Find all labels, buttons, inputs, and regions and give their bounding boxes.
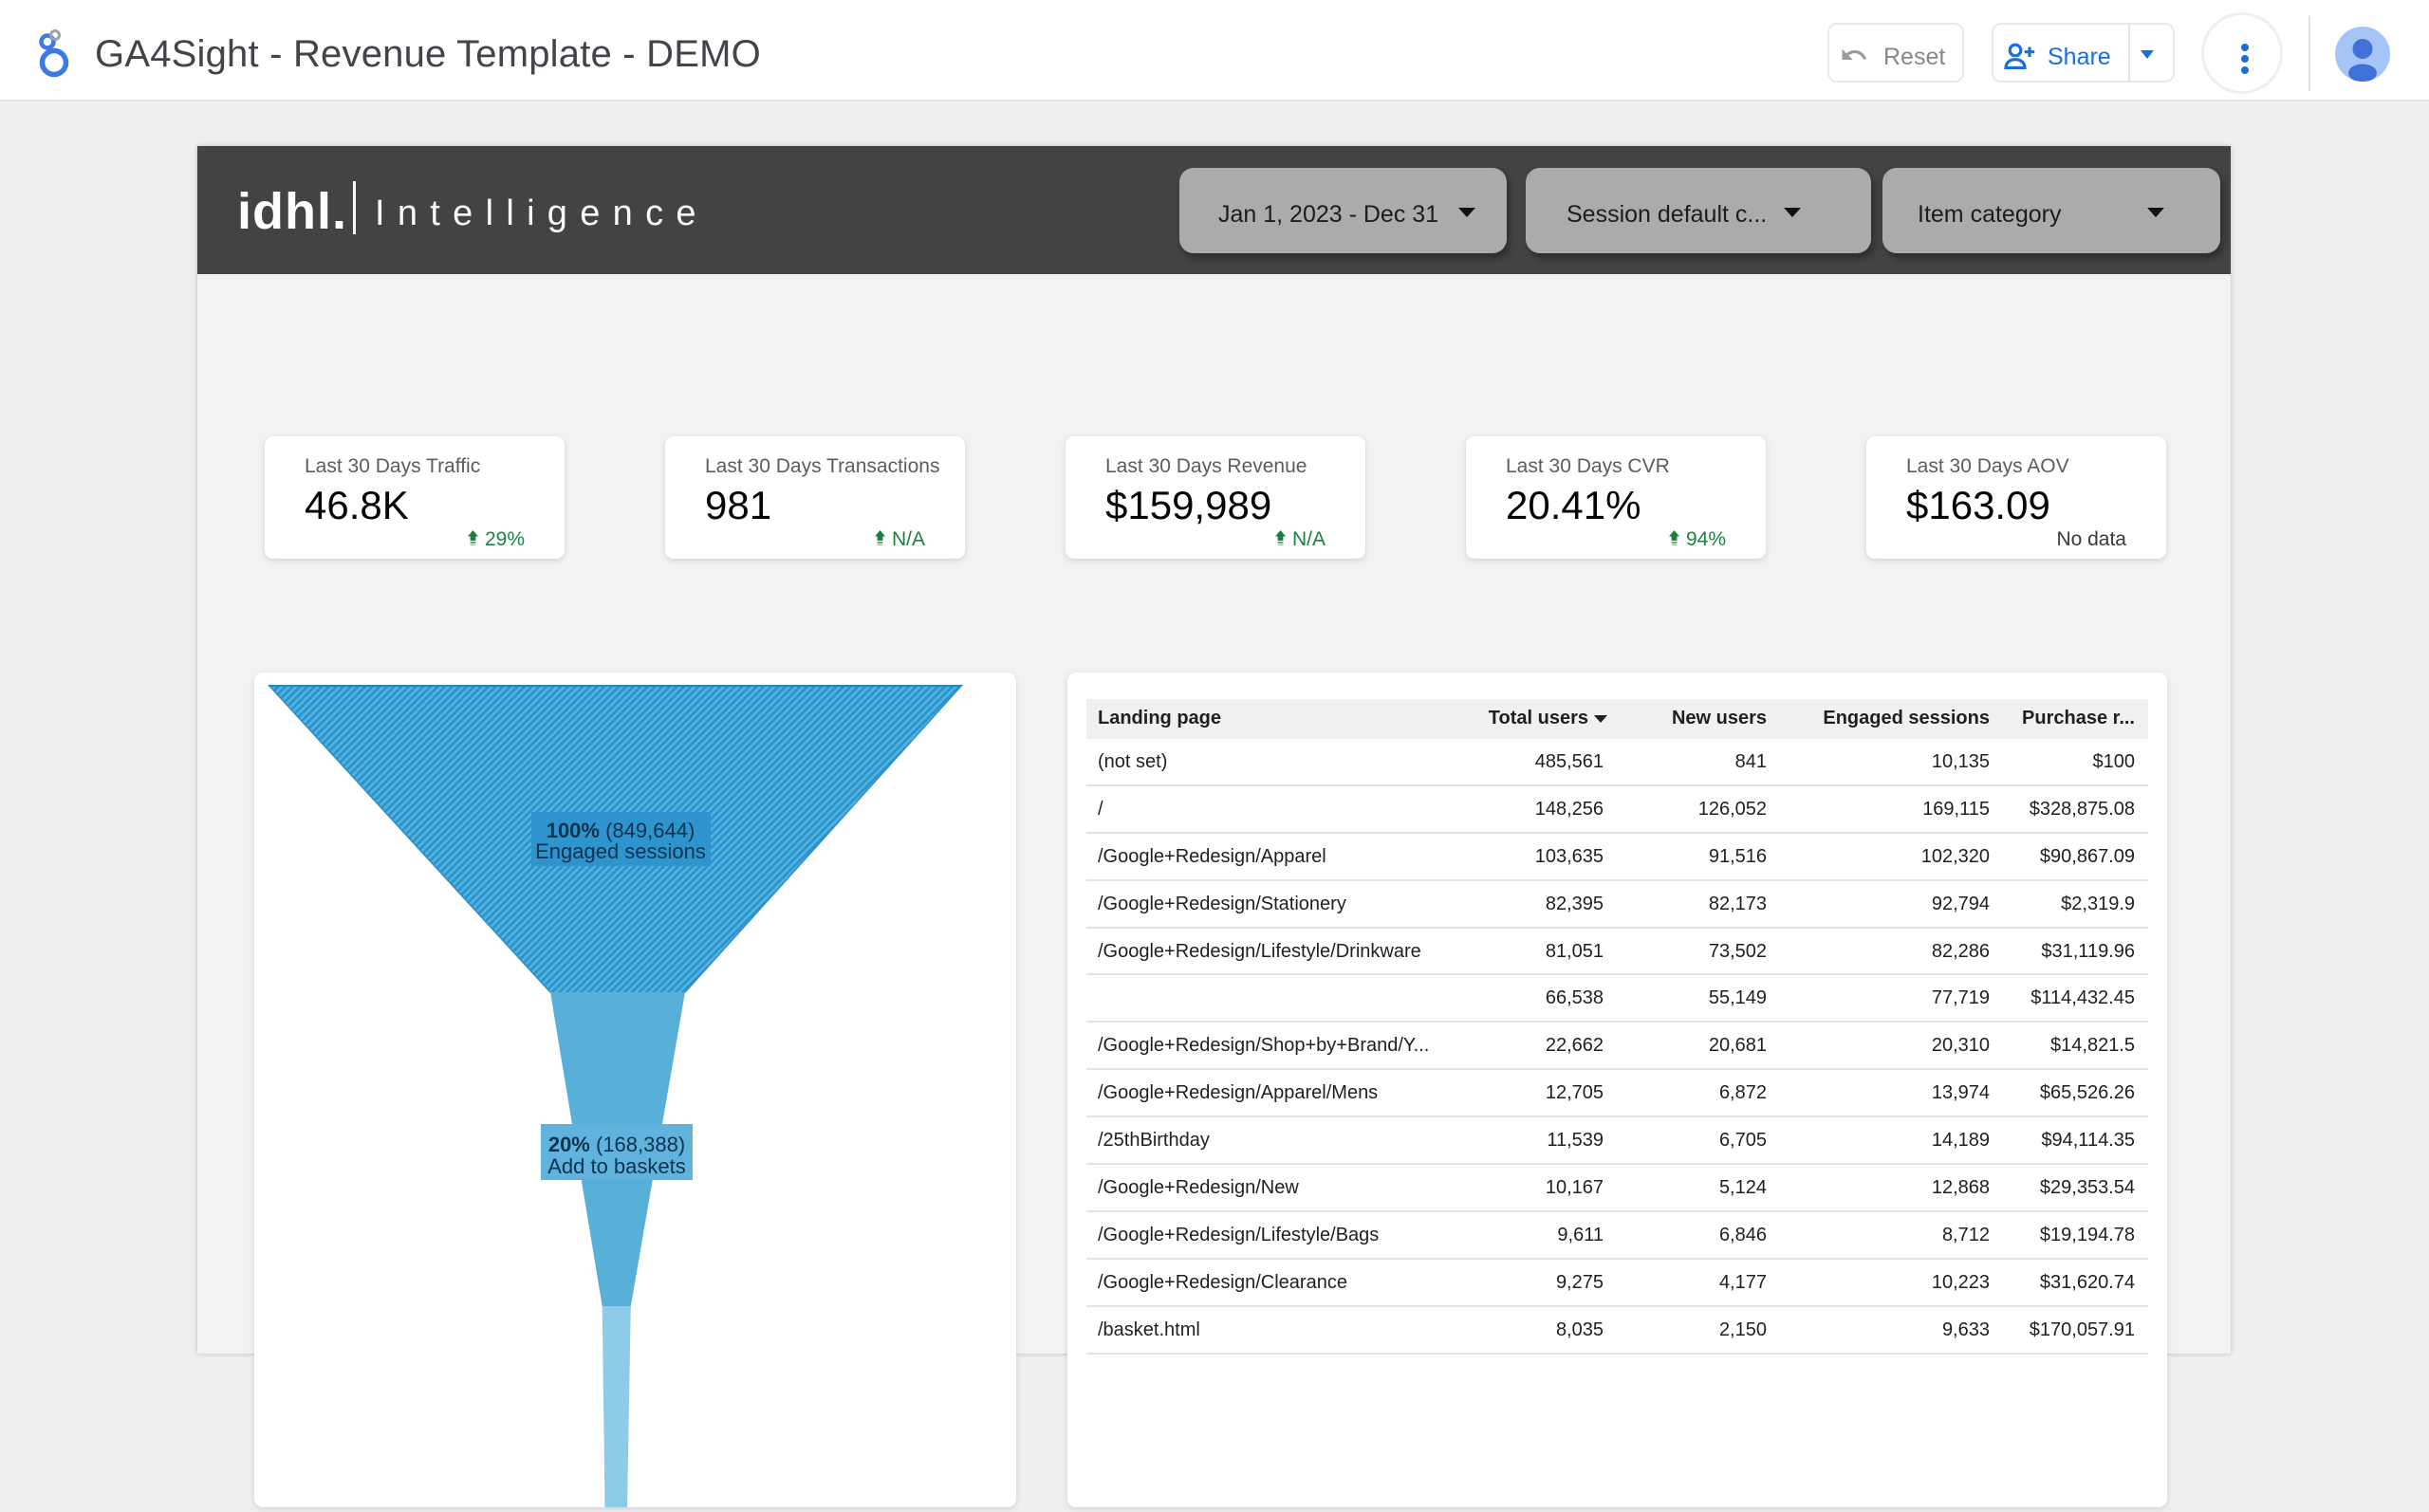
svg-text:20% (168,388): 20% (168,388) (548, 1133, 685, 1156)
svg-text:100% (849,644): 100% (849,644) (547, 819, 695, 842)
svg-text:Add to baskets: Add to baskets (547, 1154, 686, 1178)
svg-text:Engaged sessions: Engaged sessions (535, 839, 706, 863)
